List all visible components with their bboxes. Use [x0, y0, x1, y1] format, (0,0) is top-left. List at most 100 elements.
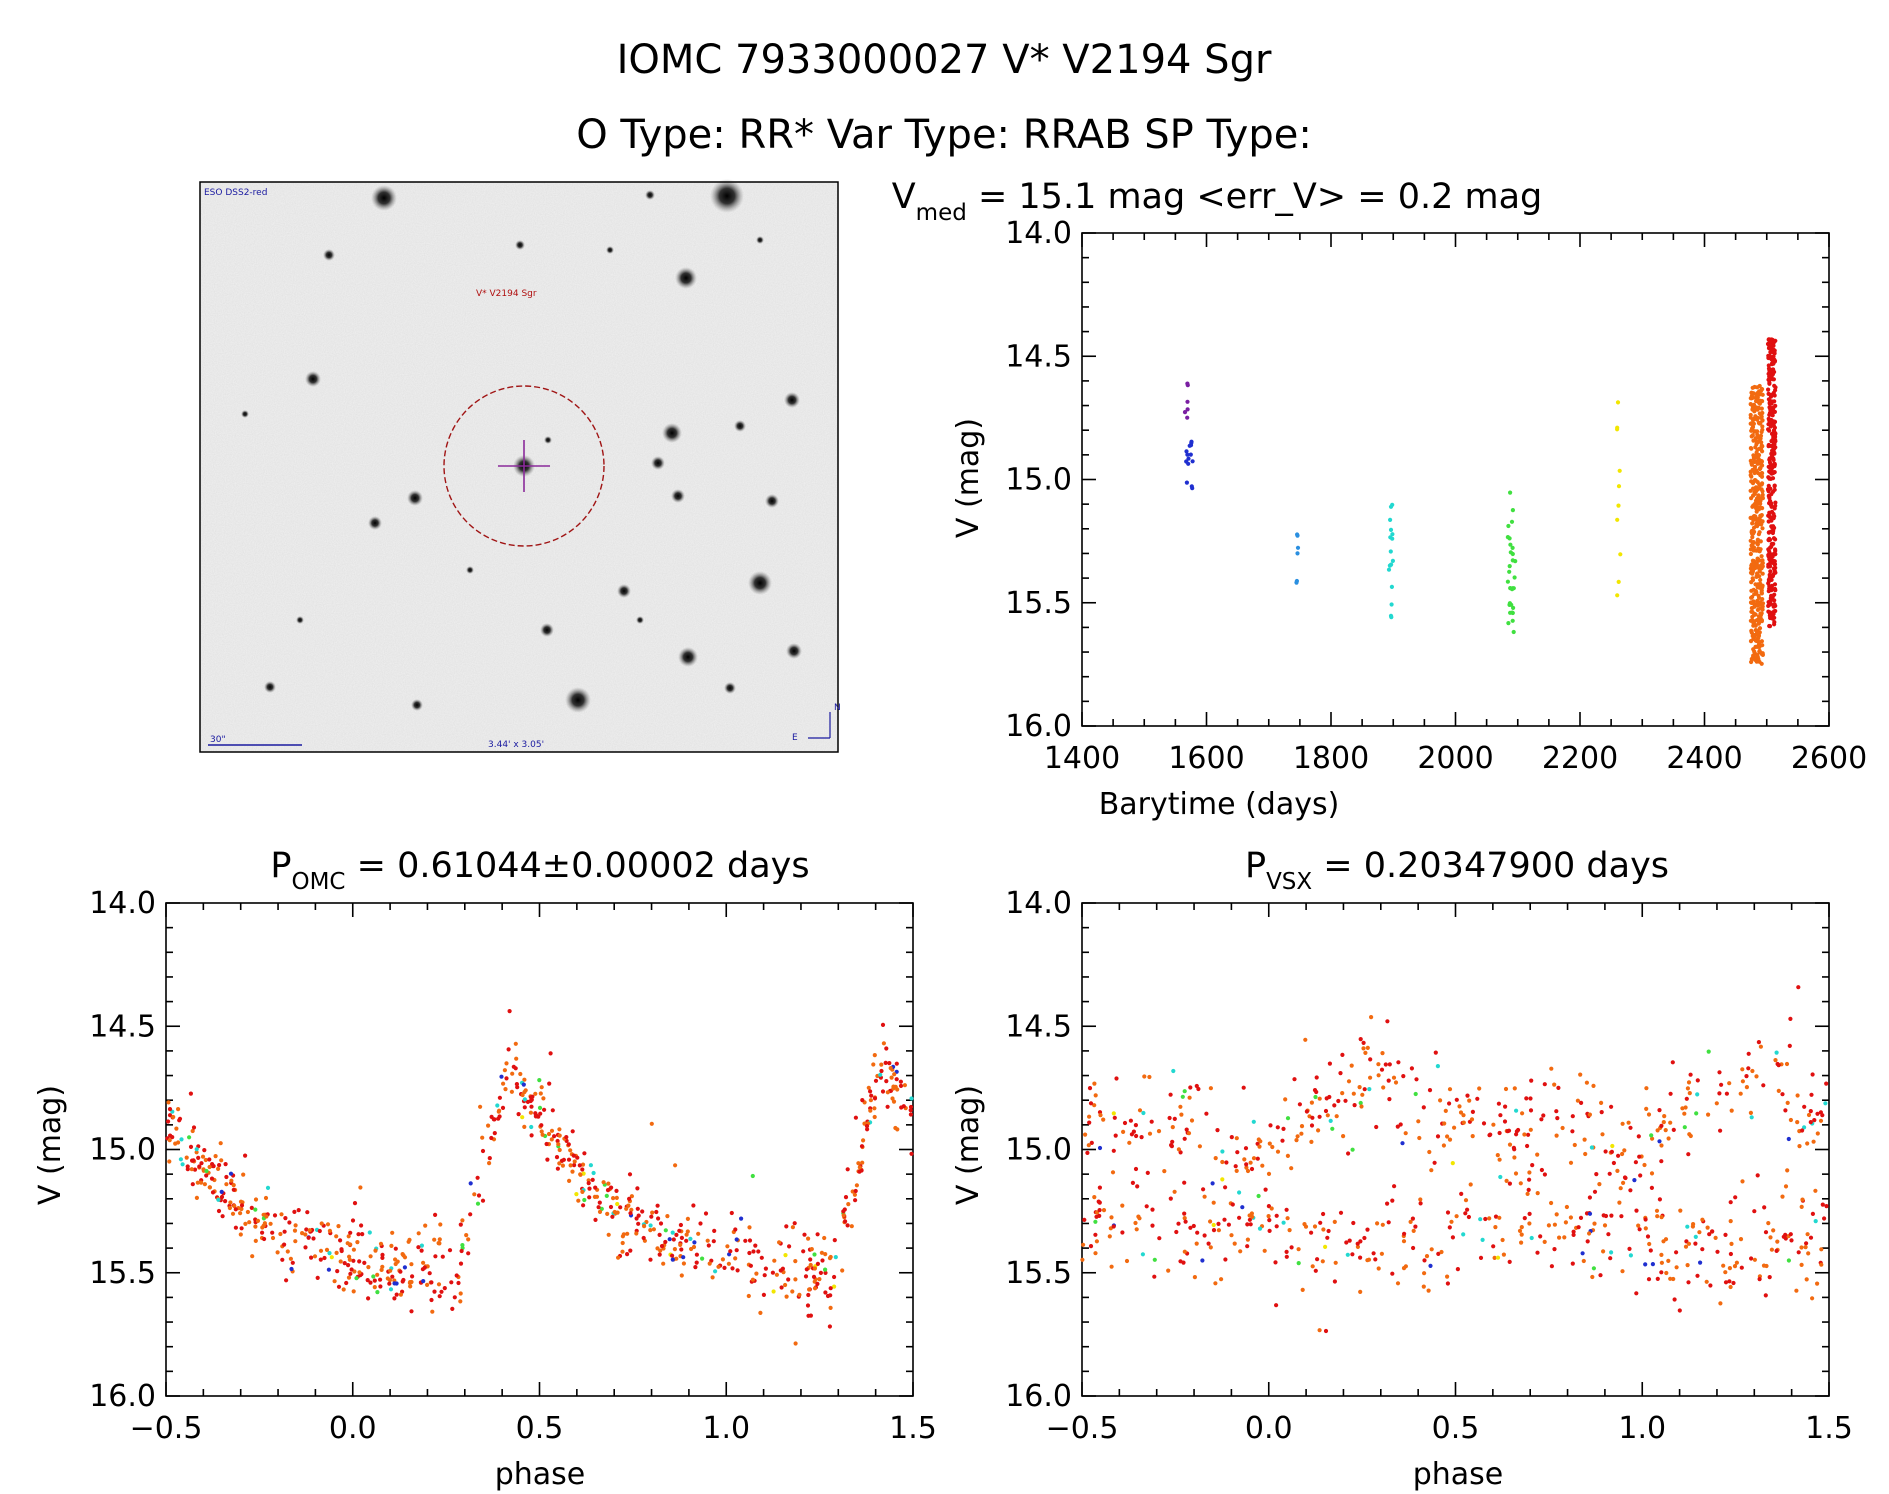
- phase-vsx-point: [1698, 1260, 1703, 1265]
- phase-vsx-point: [1746, 1051, 1751, 1056]
- lightcurve-point: [1757, 389, 1762, 394]
- phase-omc-point: [292, 1209, 297, 1214]
- phase-vsx-point: [1442, 1121, 1447, 1126]
- lightcurve-point: [1760, 392, 1765, 397]
- phase-vsx-point: [1697, 1230, 1702, 1235]
- phase-omc-point: [763, 1266, 769, 1271]
- phase-vsx-point: [1619, 1214, 1624, 1219]
- phase-vsx-point: [1580, 1251, 1585, 1256]
- phase-vsx-point: [1461, 1120, 1466, 1125]
- phase-omc-point: [197, 1164, 202, 1169]
- phase-vsx-point: [1295, 1134, 1300, 1139]
- phase-vsx-point: [1582, 1137, 1587, 1142]
- lightcurve-point: [1750, 521, 1755, 526]
- phase-omc-point: [366, 1265, 371, 1270]
- phase-omc-point: [327, 1251, 332, 1256]
- finder-frame: [199, 181, 839, 753]
- phase-omc-point: [549, 1137, 554, 1142]
- phase-vsx-point: [1447, 1137, 1453, 1142]
- phase-vsx-point: [1392, 1184, 1397, 1189]
- phase-omc-point: [339, 1247, 344, 1252]
- phase-vsx-point: [1269, 1206, 1274, 1211]
- lightcurve-point: [1766, 387, 1771, 392]
- lightcurve-point: [1506, 621, 1511, 626]
- phase-omc-point: [189, 1167, 194, 1172]
- phase-omc-point: [270, 1230, 275, 1235]
- phase-vsx-point: [1602, 1223, 1608, 1228]
- phase-vsx-point: [1376, 1062, 1381, 1067]
- y-tick-label: 15.0: [89, 1133, 156, 1168]
- phase-omc-point: [566, 1142, 571, 1147]
- finder-star: [724, 682, 736, 694]
- phase-vsx-point: [1219, 1277, 1224, 1282]
- phase-vsx-point: [1513, 1171, 1519, 1176]
- phase-vsx-point: [1213, 1281, 1218, 1286]
- lightcurve-point: [1755, 501, 1760, 506]
- lightcurve-point: [1771, 536, 1777, 541]
- phase-omc-point: [582, 1197, 587, 1203]
- phase-vsx-point: [1343, 1098, 1348, 1103]
- phase-omc-point: [478, 1104, 483, 1109]
- lightcurve-point: [1771, 511, 1776, 517]
- phase-omc-point: [663, 1228, 668, 1233]
- phase-omc-point: [865, 1127, 870, 1132]
- phase-omc-point: [747, 1225, 752, 1230]
- phase-vsx-point: [1266, 1171, 1272, 1176]
- lightcurve-point: [1753, 638, 1758, 643]
- phase-omc-axes: −0.5 0.0 0.5 1.0 1.514.014.515.015.516.0: [89, 886, 937, 1446]
- phase-vsx-point: [1581, 1258, 1586, 1264]
- phase-vsx-point: [1093, 1232, 1098, 1237]
- lightcurve-point: [1769, 374, 1774, 379]
- phase-vsx-point: [1728, 1251, 1733, 1257]
- phase-vsx-point: [1535, 1250, 1540, 1255]
- finder-star: [368, 516, 382, 530]
- phase-omc-point: [909, 1151, 914, 1156]
- phase-vsx-point: [1189, 1118, 1195, 1123]
- lightcurve-point: [1767, 353, 1772, 358]
- phase-omc-point: [618, 1205, 623, 1210]
- phase-vsx-point: [1650, 1136, 1655, 1141]
- phase-vsx-point: [1535, 1152, 1540, 1157]
- phase-omc-point: [230, 1211, 236, 1216]
- phase-vsx-point: [1429, 1168, 1434, 1173]
- phase-omc-point: [348, 1230, 353, 1235]
- lightcurve-point: [1752, 429, 1757, 434]
- phase-vsx-point: [1554, 1109, 1559, 1114]
- phase-vsx-point: [1754, 1074, 1759, 1079]
- phase-omc-point: [797, 1292, 802, 1297]
- lightcurve-point: [1748, 639, 1754, 644]
- phase-omc-point: [509, 1089, 514, 1094]
- phase-omc-point: [204, 1173, 209, 1178]
- phase-vsx-point: [1806, 1112, 1812, 1118]
- phase-vsx-point: [1433, 1050, 1438, 1055]
- phase-vsx-point: [1686, 1241, 1692, 1246]
- phase-vsx-point: [1174, 1229, 1179, 1235]
- phase-vsx-point: [1671, 1127, 1676, 1132]
- phase-omc-point: [596, 1205, 601, 1210]
- phase-vsx-point: [1786, 1258, 1791, 1263]
- phase-vsx-point: [1466, 1214, 1471, 1220]
- phase-vsx-point: [1666, 1136, 1671, 1141]
- lightcurve-point: [1508, 586, 1513, 591]
- phase-vsx-point: [1170, 1139, 1175, 1144]
- phase-omc-point: [452, 1295, 457, 1300]
- phase-vsx-xlabel: phase: [1413, 1457, 1504, 1492]
- phase-vsx-point: [1373, 1257, 1378, 1262]
- phase-omc-point: [487, 1161, 492, 1166]
- phase-omc-point: [219, 1158, 224, 1163]
- phase-omc-point: [514, 1082, 520, 1087]
- phase-vsx-title: PVSX = 0.20347900 days: [1245, 846, 1669, 895]
- phase-vsx-point: [1445, 1274, 1450, 1279]
- phase-vsx-point: [1094, 1239, 1099, 1244]
- phase-omc-point: [678, 1242, 683, 1247]
- phase-vsx-point: [1805, 1141, 1810, 1146]
- phase-vsx-point: [1799, 1245, 1804, 1250]
- finder-star: [748, 571, 772, 595]
- phase-vsx-point: [1222, 1217, 1227, 1222]
- lightcurve-point: [1756, 532, 1761, 537]
- phase-omc-point: [878, 1072, 883, 1077]
- phase-omc-point: [606, 1232, 611, 1237]
- phase-omc-point: [750, 1277, 756, 1282]
- lightcurve-point: [1185, 383, 1190, 388]
- phase-omc-point: [324, 1247, 330, 1252]
